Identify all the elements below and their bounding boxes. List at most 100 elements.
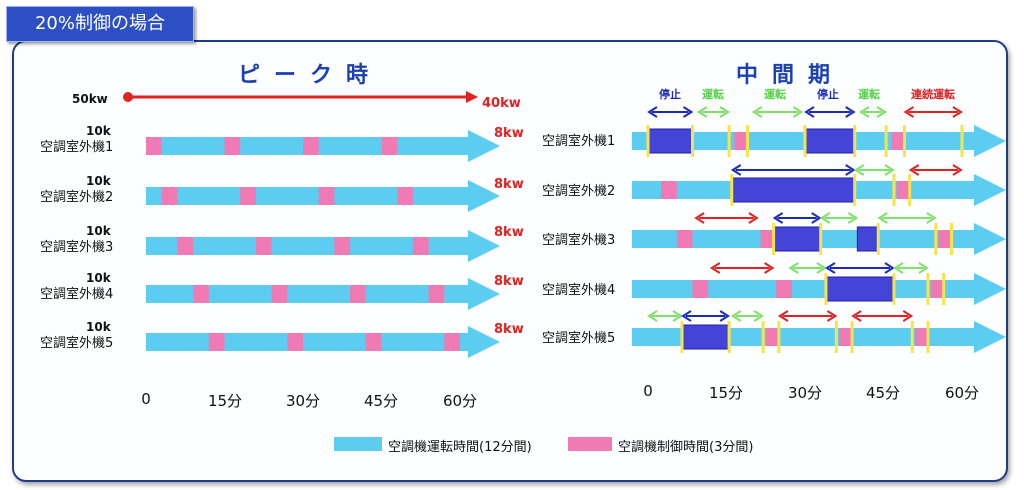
- mid-unit1-marker: [884, 125, 888, 157]
- mid-unit2-marker: [730, 174, 734, 206]
- mid-interval-arrow-12-right-head: [847, 212, 859, 224]
- mid-unit3-control-block: [760, 230, 774, 248]
- left-title: ピーク時: [238, 63, 383, 88]
- mid-interval-arrow-13-right-head: [926, 212, 937, 224]
- right-tick-30: 30分: [787, 384, 823, 402]
- mid-unit4-marker: [926, 273, 930, 305]
- peak-unit1-control-block: [224, 137, 241, 155]
- ann-run-1: 運転: [702, 88, 724, 101]
- mid-interval-arrow-2-right-head: [719, 106, 731, 118]
- mid-interval-arrow-9-right-head: [952, 164, 963, 176]
- mid-interval-arrow-19-left-head: [681, 310, 692, 322]
- left-tick-15: 15分: [207, 392, 243, 410]
- mid-interval-arrow-10-right-head: [748, 212, 759, 224]
- mid-interval-arrow-21-right-head: [826, 310, 838, 322]
- mid-interval-arrow-8-left-head: [853, 164, 865, 176]
- mid-unit5-marker: [834, 321, 838, 353]
- mid-unit2-marker: [853, 174, 857, 206]
- unit3-cap: 10k: [86, 224, 111, 238]
- mid-unit2-control-block: [661, 181, 677, 199]
- mid-season-timeline-group: [632, 106, 1006, 353]
- peak-unit5-run-bar-head: [468, 326, 500, 358]
- legend-run-swatch: [334, 437, 382, 451]
- mid-interval-arrow-18-left-head: [647, 310, 658, 322]
- mid-interval-arrow-10-left-head: [694, 212, 705, 224]
- ann-run-2: 運転: [764, 88, 786, 101]
- peak-unit1-run-bar-head: [468, 130, 500, 162]
- scale-arrowhead: [466, 91, 478, 103]
- mid-unit4-run-bar-shaft: [632, 280, 976, 298]
- mid-interval-arrow-17-right-head: [918, 262, 929, 274]
- peak-unit5-control-block: [287, 333, 303, 351]
- peak-unit2-control-block: [318, 187, 335, 205]
- mid-unit5-marker: [926, 321, 930, 353]
- left-tick-60: 60分: [442, 392, 478, 410]
- mid-interval-arrow-3-left-head: [751, 106, 763, 118]
- peak-unit2-control-block: [397, 187, 413, 205]
- mid-interval-arrow-4-right-head: [845, 106, 856, 118]
- mid-interval-arrow-16-left-head: [825, 262, 836, 274]
- peak-unit4-run-bar-head: [468, 278, 500, 310]
- mid-unit1-marker: [960, 125, 964, 157]
- mid-interval-arrow-19-right-head: [719, 310, 731, 322]
- mid-interval-arrow-6-right-head: [952, 106, 963, 118]
- unit4-label: 空調室外機4: [40, 287, 114, 302]
- unit5-kw: 8kw: [494, 322, 524, 337]
- scale-start-label: 50kw: [72, 92, 108, 106]
- peak-unit5-control-block: [444, 333, 460, 351]
- unit1-cap: 10k: [86, 124, 111, 138]
- peak-unit4-control-block: [428, 285, 445, 303]
- mid-unit5-marker: [910, 321, 914, 353]
- peak-unit1-control-block: [146, 137, 162, 155]
- mid-unit3-marker: [876, 223, 880, 255]
- peak-timeline-group: [123, 91, 500, 358]
- mid-interval-arrow-13-left-head: [877, 212, 888, 224]
- mid-unit5-stop-block: [681, 324, 730, 350]
- mid-unit4-marker: [824, 273, 828, 305]
- peak-unit4-control-block: [271, 285, 288, 303]
- peak-unit2-run-bar-shaft: [146, 187, 470, 205]
- unit3-label: 空調室外機3: [40, 240, 114, 255]
- mid-unit1-marker: [690, 125, 694, 157]
- mid-unit1-control-block: [734, 132, 748, 150]
- mid-unit2-label: 空調室外機2: [542, 184, 616, 199]
- ann-stop-2: 停止: [817, 88, 839, 101]
- peak-unit3-control-block: [255, 237, 272, 255]
- mid-unit5-label: 空調室外機5: [542, 331, 616, 346]
- mid-interval-arrow-5-right-head: [876, 106, 888, 118]
- right-tick-0: 0: [643, 382, 653, 400]
- mid-interval-arrow-1-right-head: [682, 106, 694, 118]
- scale-end-label: 40kw: [482, 96, 521, 111]
- mid-unit5-marker: [777, 321, 781, 353]
- mid-unit2-marker: [892, 174, 896, 206]
- mid-unit2-stop-block: [731, 177, 856, 203]
- peak-unit5-control-block: [365, 333, 382, 351]
- mid-unit1-label: 空調室外機1: [542, 134, 616, 149]
- unit4-kw: 8kw: [494, 274, 524, 289]
- mid-unit1-marker: [853, 125, 857, 157]
- mid-unit1-marker: [646, 125, 650, 157]
- mid-interval-arrow-3-right-head: [792, 106, 804, 118]
- ann-run-3: 運転: [858, 88, 880, 101]
- mid-interval-arrow-5-left-head: [859, 106, 870, 118]
- unit1-kw: 8kw: [494, 126, 524, 141]
- mid-unit3-label: 空調室外機3: [542, 233, 616, 248]
- mid-unit1-marker: [745, 125, 749, 157]
- mid-unit5-marker: [680, 321, 684, 353]
- mid-interval-arrow-7-right-head: [845, 164, 856, 176]
- peak-unit4-control-block: [193, 285, 209, 303]
- unit5-cap: 10k: [86, 320, 111, 334]
- peak-unit4-run-bar-shaft: [146, 285, 470, 303]
- mid-unit3-control-block: [676, 230, 693, 248]
- peak-unit2-run-bar-head: [468, 180, 500, 212]
- mid-interval-arrow-20-right-head: [753, 310, 765, 322]
- mid-unit4-control-block: [692, 280, 709, 298]
- peak-unit3-control-block: [412, 237, 429, 255]
- right-tick-15: 15分: [708, 384, 744, 402]
- mid-interval-arrow-7-left-head: [730, 164, 742, 176]
- peak-unit2-control-block: [240, 187, 256, 205]
- mid-interval-arrow-6-left-head: [903, 106, 914, 118]
- unit2-kw: 8kw: [494, 177, 524, 192]
- mid-unit3-marker: [819, 223, 823, 255]
